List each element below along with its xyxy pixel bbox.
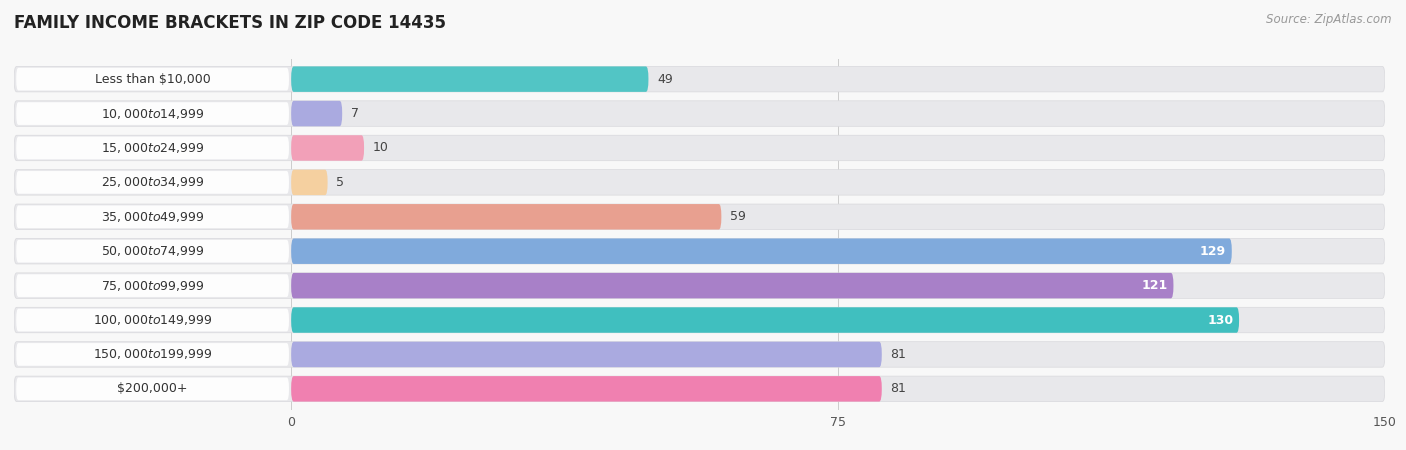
Text: $100,000 to $149,999: $100,000 to $149,999: [93, 313, 212, 327]
FancyBboxPatch shape: [14, 307, 1385, 333]
Text: 129: 129: [1199, 245, 1226, 258]
FancyBboxPatch shape: [14, 238, 1385, 264]
Text: 5: 5: [336, 176, 344, 189]
Text: $35,000 to $49,999: $35,000 to $49,999: [101, 210, 204, 224]
FancyBboxPatch shape: [17, 206, 290, 228]
FancyBboxPatch shape: [291, 67, 648, 92]
FancyBboxPatch shape: [17, 309, 290, 331]
Text: $10,000 to $14,999: $10,000 to $14,999: [101, 107, 204, 121]
FancyBboxPatch shape: [291, 204, 721, 230]
FancyBboxPatch shape: [291, 238, 1232, 264]
FancyBboxPatch shape: [14, 376, 1385, 401]
FancyBboxPatch shape: [291, 307, 1239, 333]
FancyBboxPatch shape: [17, 274, 290, 297]
FancyBboxPatch shape: [14, 342, 1385, 367]
Text: 10: 10: [373, 141, 388, 154]
FancyBboxPatch shape: [17, 378, 290, 400]
Text: 81: 81: [890, 348, 907, 361]
FancyBboxPatch shape: [17, 343, 290, 366]
FancyBboxPatch shape: [14, 204, 1385, 230]
FancyBboxPatch shape: [291, 101, 342, 126]
Text: $25,000 to $34,999: $25,000 to $34,999: [101, 176, 204, 189]
Text: $15,000 to $24,999: $15,000 to $24,999: [101, 141, 204, 155]
FancyBboxPatch shape: [14, 170, 1385, 195]
Text: $50,000 to $74,999: $50,000 to $74,999: [101, 244, 204, 258]
Text: $200,000+: $200,000+: [117, 382, 188, 396]
FancyBboxPatch shape: [291, 170, 328, 195]
Text: 121: 121: [1142, 279, 1167, 292]
Text: $75,000 to $99,999: $75,000 to $99,999: [101, 279, 204, 292]
FancyBboxPatch shape: [17, 137, 290, 159]
FancyBboxPatch shape: [14, 101, 1385, 126]
Text: Less than $10,000: Less than $10,000: [94, 72, 211, 86]
FancyBboxPatch shape: [14, 135, 1385, 161]
Text: 7: 7: [352, 107, 359, 120]
FancyBboxPatch shape: [14, 273, 1385, 298]
FancyBboxPatch shape: [17, 68, 290, 90]
FancyBboxPatch shape: [291, 376, 882, 401]
FancyBboxPatch shape: [291, 273, 1174, 298]
Text: 81: 81: [890, 382, 907, 396]
Text: 59: 59: [730, 210, 747, 223]
Text: Source: ZipAtlas.com: Source: ZipAtlas.com: [1267, 14, 1392, 27]
FancyBboxPatch shape: [291, 135, 364, 161]
Text: 49: 49: [657, 72, 673, 86]
Text: 130: 130: [1208, 314, 1233, 327]
FancyBboxPatch shape: [17, 171, 290, 194]
Text: FAMILY INCOME BRACKETS IN ZIP CODE 14435: FAMILY INCOME BRACKETS IN ZIP CODE 14435: [14, 14, 446, 32]
FancyBboxPatch shape: [17, 102, 290, 125]
FancyBboxPatch shape: [291, 342, 882, 367]
FancyBboxPatch shape: [14, 67, 1385, 92]
FancyBboxPatch shape: [17, 240, 290, 262]
Text: $150,000 to $199,999: $150,000 to $199,999: [93, 347, 212, 361]
